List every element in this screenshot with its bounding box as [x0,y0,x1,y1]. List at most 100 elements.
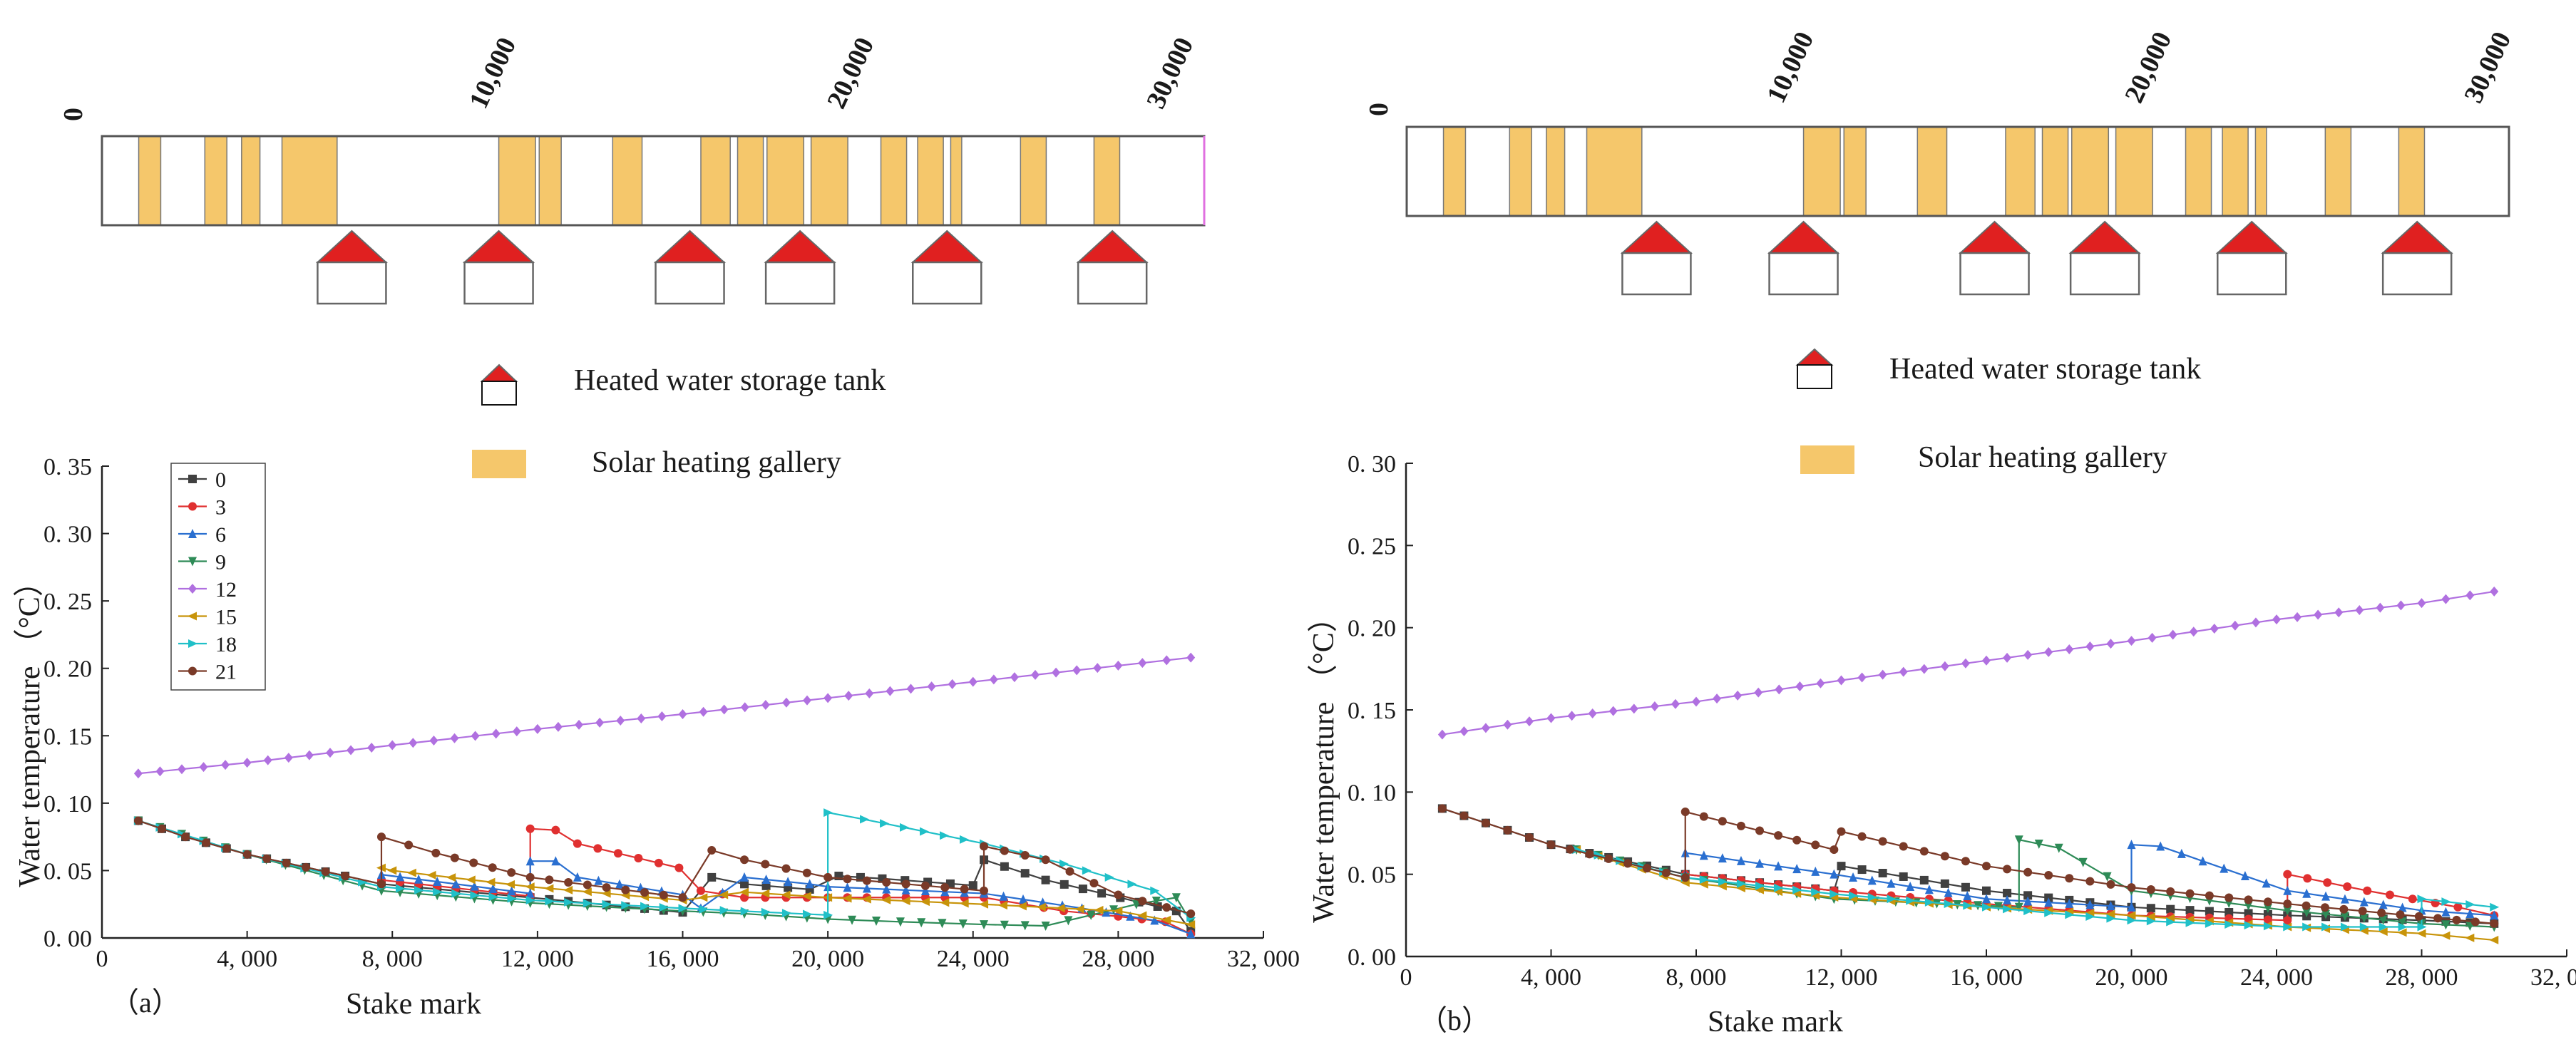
point-b-21-5-2 [1878,837,1887,846]
point-a-15-5-7 [959,899,969,908]
point-b-9-4 [2014,835,2023,845]
point-a-6-1 [525,888,535,898]
y-axis-label-b: Water temperature （°C） [1308,602,1340,923]
point-a-15-5-2 [861,894,871,904]
tank-body-b-1 [1768,252,1839,296]
point-a-15-5-1 [842,894,852,903]
point-a-15-6-2 [1017,902,1027,911]
point-a-9-7 [896,917,905,927]
point-a-21-13 [980,842,989,851]
point-b-6-7-4 [2359,897,2369,907]
point-b-6-6-1 [2177,848,2186,858]
track-outline-b [1405,125,2510,217]
point-b-12-0 [1437,729,1447,740]
point-a-21-7-7 [659,890,668,899]
point-b-6-6-3 [2220,863,2229,873]
point-b-0-6-5 [2225,908,2234,917]
gallery-a-13 [950,135,963,226]
point-a-6-7-1 [761,875,771,885]
tank-body-a-4 [912,261,982,305]
point-b-12-6-3 [2334,607,2344,618]
point-b-12-4 [1982,655,1991,666]
point-b-21-7-1 [2146,885,2155,894]
point-a-9-9 [1041,921,1050,931]
y-tick-label-a-7: 0. 35 [43,454,92,480]
point-b-9-7-6 [2398,917,2407,927]
gallery-a-8 [737,135,764,226]
point-b-18-1-4 [1755,881,1765,890]
x-tick-label-a-1: 4, 000 [217,946,277,972]
point-a-21-11 [823,872,833,882]
point-a-12-0 [133,768,143,779]
point-b-18-4-6 [2244,921,2254,930]
point-b-18-5-3 [2340,922,2350,932]
point-b-12-0-4 [1524,716,1534,727]
point-a-21-10 [740,855,749,865]
point-a-12-7-2 [1162,655,1171,666]
point-a-6-4 [573,872,582,882]
point-a-21-6-4 [507,868,516,877]
point-b-21-1-1 [1566,845,1575,854]
point-b-12-3-1 [1857,672,1867,683]
point-b-21-7-5 [2225,893,2234,902]
point-b-18-2-4 [1906,896,1916,905]
point-b-6-1-7 [1811,866,1820,876]
gallery-b-9 [2071,126,2110,217]
point-a-15-3-1 [698,893,708,902]
tank-body-b-4 [2217,252,2287,296]
point-a-12-6-5 [1072,665,1082,676]
point-b-21-1 [1546,840,1556,850]
point-a-21-5-1 [404,840,414,850]
point-b-6-2-2 [1867,875,1877,885]
point-b-6-3-3 [2044,897,2053,907]
point-a-12-4-3 [740,702,749,713]
point-a-18-9-2 [1104,872,1114,882]
point-a-15-1 [387,866,397,875]
point-b-21-7-4 [2205,891,2214,900]
point-b-18-3-1 [2003,904,2013,914]
point-b-21-1-2 [1585,850,1594,859]
tank-a-3 [764,230,836,305]
gallery-a-10 [810,135,848,226]
point-b-0-5-2 [2023,891,2033,900]
point-b-18-8 [2490,902,2500,912]
tank-b-3 [2068,220,2141,296]
point-a-9-11 [1171,893,1181,903]
point-b-21-4 [1830,845,1839,855]
point-a-18-2-5 [470,890,480,899]
tank-group-b [1620,220,2453,296]
gallery-a-5 [538,135,562,226]
point-b-9-8-1 [2441,920,2451,930]
x-tick-label-a-0: 0 [96,946,108,972]
tank-a-2 [653,230,727,305]
point-b-18-2 [1830,889,1839,899]
gallery-b-11 [2185,126,2212,217]
point-a-12-0-2 [177,764,186,775]
point-a-12-2-1 [409,738,418,748]
point-b-21-8-9 [2452,915,2461,924]
point-a-21-11-2 [862,876,871,885]
legend-item-a-9: 9 [178,551,226,574]
point-a-18-4-5 [781,909,791,918]
schematic-legend-b: Heated water storage tank Solar heating … [1795,348,2201,474]
point-a-12-3-5 [637,713,646,723]
point-a-21-2-1 [262,854,272,863]
point-b-6-3 [1982,894,1991,904]
tank-body-icon [1797,364,1832,389]
point-b-21-5-6 [1961,857,1970,866]
point-a-21-0 [133,816,143,825]
point-b-15-4 [2126,911,2136,920]
gallery-legend-label: Solar heating gallery [592,446,841,479]
point-b-9-5-2 [2103,872,2112,882]
point-b-15-4-2 [2165,914,2175,923]
point-a-21-15-2 [1162,903,1171,912]
point-b-21-6-6 [2106,880,2115,889]
legend-label-a-15: 15 [215,606,237,629]
gallery-b-0 [1442,126,1467,217]
y-tick-label-b-5: 0. 25 [1348,533,1396,559]
point-a-9-8 [980,920,989,930]
point-a-18-9 [1059,859,1069,868]
gallery-b-8 [2041,126,2069,217]
point-b-18-4-1 [2146,917,2156,926]
point-a-15-2-1 [544,884,554,893]
